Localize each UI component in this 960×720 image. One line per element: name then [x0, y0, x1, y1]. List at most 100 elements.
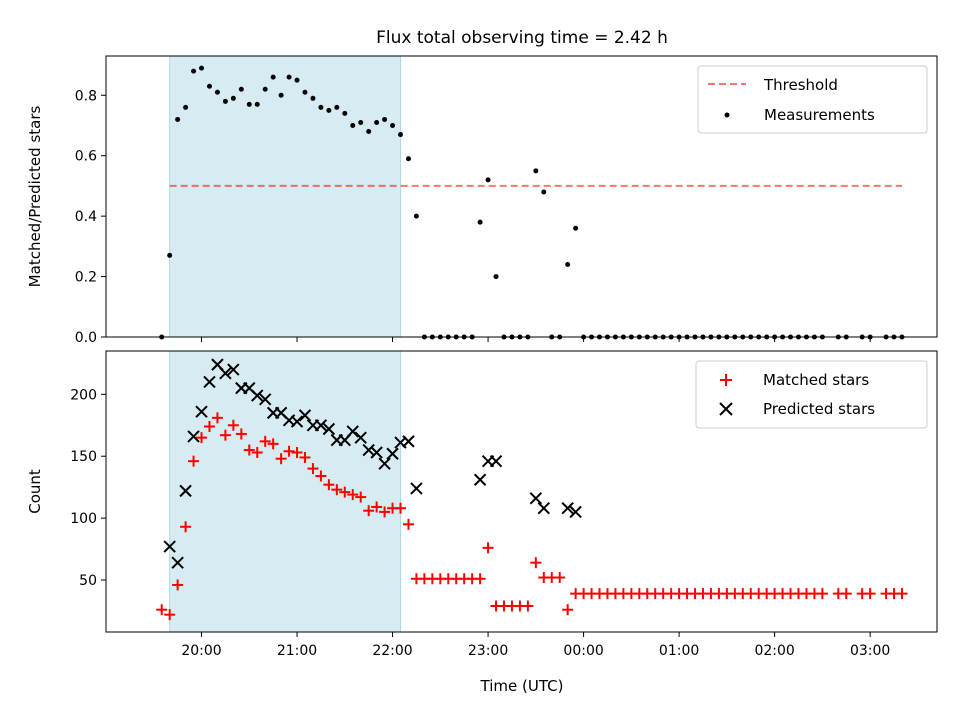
- matched-star-point: [474, 573, 486, 585]
- x-bar: [227, 363, 240, 376]
- measurement-point: [199, 65, 205, 71]
- measurement-point: [573, 225, 579, 231]
- matched-star-point: [227, 419, 239, 431]
- matched-star-point: [522, 600, 534, 612]
- x-bar: [195, 405, 208, 418]
- predicted-star-point: [314, 419, 328, 432]
- measurement-point: [413, 213, 419, 219]
- predicted-star-point: [163, 540, 176, 553]
- x-bar: [274, 406, 288, 420]
- predicted-star-point: [529, 492, 543, 505]
- predicted-star-point: [346, 425, 359, 438]
- legend-predicted-label: Predicted stars: [763, 400, 875, 418]
- x-bar: [298, 409, 312, 422]
- predicted-star-point: [219, 367, 232, 380]
- measurement-point: [183, 104, 189, 110]
- measurement-point: [191, 68, 197, 74]
- x-bar: [171, 556, 184, 569]
- count-points: [156, 358, 908, 621]
- measurement-point: [541, 189, 547, 195]
- measurement-point: [270, 74, 276, 80]
- measurement-point: [565, 261, 571, 267]
- x-bar: [187, 430, 200, 443]
- x-bar: [569, 505, 582, 519]
- y-tick-label: 0.4: [75, 209, 97, 225]
- x-bar: [394, 436, 407, 449]
- count-legend: Matched stars Predicted stars: [695, 360, 928, 429]
- matched-star-point: [203, 421, 215, 433]
- matched-star-point: [323, 479, 335, 491]
- matched-star-point: [219, 429, 231, 441]
- x-bar: [211, 358, 224, 371]
- predicted-star-point: [298, 409, 312, 422]
- x-bar: [290, 415, 304, 428]
- x-tick-label: 03:00: [850, 643, 890, 659]
- measurement-point: [230, 95, 236, 101]
- measurement-point: [318, 104, 324, 110]
- matched-star-point: [291, 447, 303, 459]
- measurement-point: [175, 116, 181, 122]
- predicted-star-point: [195, 405, 208, 418]
- x-bar: [258, 393, 272, 406]
- matched-star-point: [371, 501, 383, 513]
- matched-star-point: [267, 438, 279, 450]
- matched-star-point: [339, 486, 351, 498]
- matched-star-point: [395, 502, 407, 514]
- x-bar: [243, 381, 256, 395]
- x-bar: [322, 422, 336, 436]
- matched-star-point: [331, 484, 343, 496]
- measurement-point: [262, 86, 268, 92]
- count-panel-frame: [105, 350, 938, 633]
- x-tick-label: 20:00: [181, 643, 221, 659]
- observing-window-shade: [169, 350, 402, 633]
- predicted-star-point: [473, 473, 487, 486]
- predicted-star-point: [402, 435, 415, 448]
- measurement-point: [358, 119, 364, 125]
- legend-measurements-label: Measurements: [764, 106, 875, 124]
- predicted-star-point: [378, 457, 391, 470]
- measurement-point: [382, 116, 388, 122]
- x-bar: [251, 389, 264, 402]
- matched-star-point: [164, 609, 176, 621]
- measurement-point: [326, 107, 332, 113]
- legend-predicted-swatch: [719, 402, 733, 416]
- matched-star-point: [235, 428, 247, 440]
- matched-star-point: [259, 435, 271, 447]
- matched-star-point: [315, 470, 327, 482]
- y-tick-label: 50: [79, 573, 97, 589]
- matched-star-point: [196, 432, 208, 444]
- measurement-point: [294, 77, 300, 83]
- measurement-point: [405, 156, 411, 162]
- predicted-star-point: [290, 415, 304, 428]
- predicted-star-point: [258, 393, 272, 406]
- measurement-point: [485, 177, 491, 183]
- x-tick-label: 00:00: [563, 643, 603, 659]
- count-panel: 50 100 150 200 20:00 21:00 22:00 23:00 00:00 01:0…: [26, 350, 938, 659]
- x-bar: [354, 431, 367, 444]
- measurement-point: [310, 95, 316, 101]
- ratio-legend: Threshold Measurements: [697, 65, 928, 134]
- measurement-point: [278, 92, 284, 98]
- predicted-star-point: [322, 422, 336, 436]
- measurement-point: [222, 98, 228, 104]
- matched-star-point: [347, 489, 359, 501]
- measurement-point: [214, 89, 220, 95]
- matched-star-point: [363, 505, 375, 517]
- predicted-star-point: [227, 363, 240, 376]
- observing-window-shade: [169, 55, 402, 338]
- predicted-star-point: [251, 389, 264, 402]
- measurement-point: [477, 219, 483, 225]
- matched-star-point: [402, 518, 414, 530]
- matched-star-point: [816, 588, 828, 600]
- matched-star-point: [482, 542, 494, 554]
- legend-matched-swatch: [720, 374, 732, 386]
- predicted-star-point: [386, 447, 399, 460]
- matched-star-point: [840, 588, 852, 600]
- measurement-point: [342, 110, 348, 116]
- matched-star-point: [530, 557, 542, 569]
- measurement-point: [167, 252, 173, 258]
- predicted-star-point: [569, 505, 582, 519]
- measurement-point: [206, 83, 212, 89]
- x-bar: [219, 367, 232, 380]
